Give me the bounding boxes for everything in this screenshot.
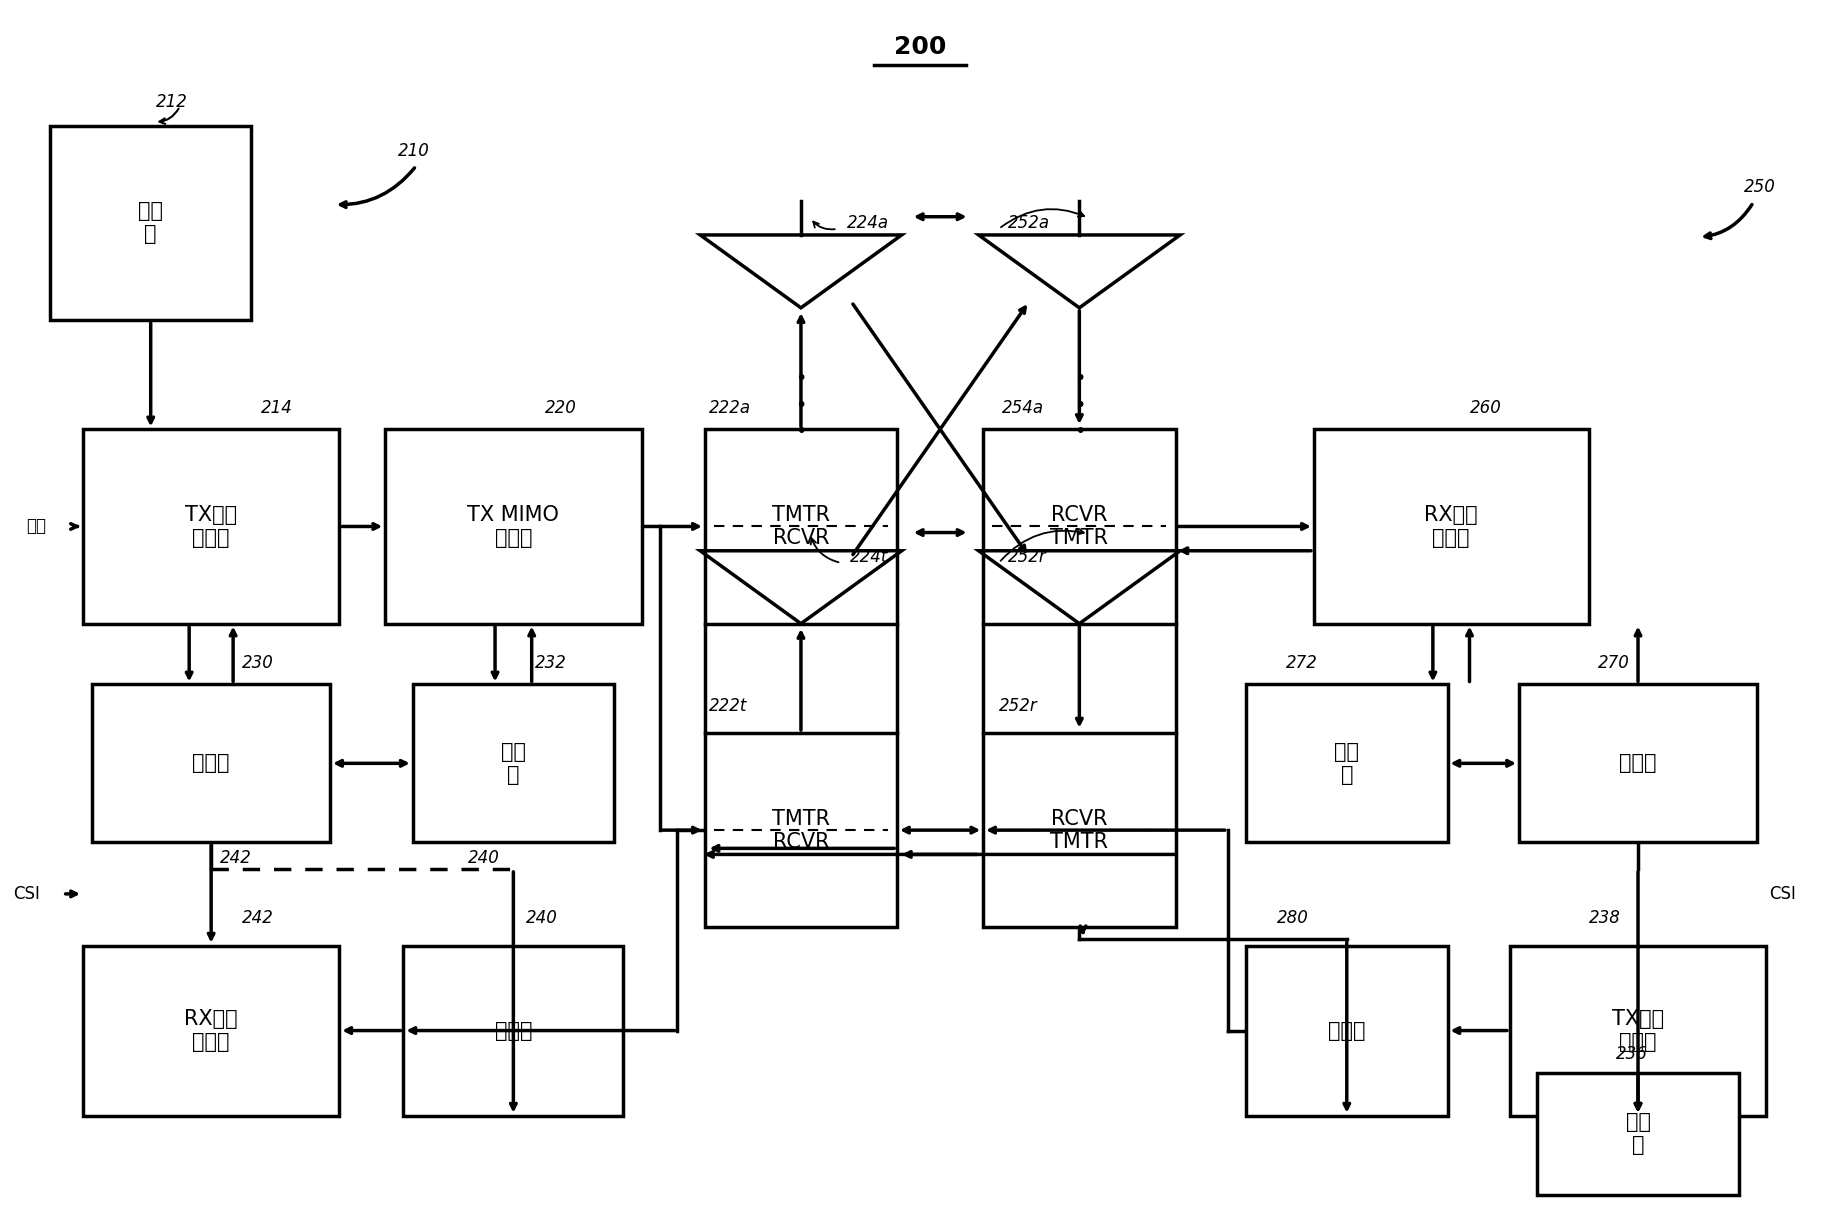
- Text: RX数据
处理器: RX数据 处理器: [1423, 505, 1477, 548]
- Text: RX数据
处理器: RX数据 处理器: [184, 1009, 237, 1052]
- Text: TX数据
处理器: TX数据 处理器: [1611, 1009, 1662, 1052]
- Bar: [982, 429, 1175, 624]
- Text: 242: 242: [243, 910, 274, 927]
- Text: 210: 210: [397, 142, 430, 160]
- Text: 222t: 222t: [710, 697, 747, 714]
- Bar: [1313, 429, 1587, 624]
- Text: TMTR
RCVR: TMTR RCVR: [772, 808, 829, 851]
- Bar: [92, 685, 329, 843]
- Text: 252r: 252r: [999, 697, 1037, 714]
- Text: 280: 280: [1276, 910, 1308, 927]
- Text: 254a: 254a: [1002, 399, 1045, 417]
- Text: 238: 238: [1587, 910, 1620, 927]
- Text: 260: 260: [1469, 399, 1501, 417]
- Text: 200: 200: [894, 34, 945, 59]
- Text: 处理器: 处理器: [1618, 753, 1655, 773]
- Bar: [50, 126, 252, 320]
- Bar: [384, 429, 642, 624]
- Bar: [704, 733, 897, 927]
- Text: 232: 232: [535, 654, 566, 673]
- Text: 242: 242: [221, 849, 252, 867]
- Bar: [83, 945, 338, 1115]
- Text: 240: 240: [467, 849, 498, 867]
- Text: 230: 230: [243, 654, 274, 673]
- Text: 数据
源: 数据 源: [1624, 1112, 1650, 1156]
- Text: 236: 236: [1615, 1046, 1648, 1063]
- Text: 222a: 222a: [710, 399, 750, 417]
- Text: CSI: CSI: [13, 885, 40, 903]
- Text: 解调器: 解调器: [495, 1020, 531, 1041]
- Text: 处理器: 处理器: [193, 753, 230, 773]
- Bar: [1536, 1073, 1738, 1195]
- Bar: [704, 429, 897, 624]
- Text: TX MIMO
处理器: TX MIMO 处理器: [467, 505, 559, 548]
- Bar: [403, 945, 623, 1115]
- Bar: [83, 429, 338, 624]
- Bar: [1519, 685, 1756, 843]
- Text: 220: 220: [544, 399, 576, 417]
- Text: RCVR
TMTR: RCVR TMTR: [1050, 808, 1107, 851]
- Text: 224t: 224t: [850, 548, 888, 566]
- Text: 存储
器: 存储 器: [1333, 741, 1359, 785]
- Text: 212: 212: [156, 93, 188, 111]
- Text: 导频: 导频: [26, 517, 46, 536]
- Bar: [1245, 945, 1447, 1115]
- Text: CSI: CSI: [1767, 885, 1795, 903]
- Text: RCVR
TMTR: RCVR TMTR: [1050, 505, 1107, 548]
- Text: 250: 250: [1743, 179, 1775, 197]
- Text: •
•
•: • • •: [1074, 369, 1085, 442]
- Bar: [412, 685, 614, 843]
- Bar: [1245, 685, 1447, 843]
- Text: 252a: 252a: [1008, 214, 1050, 232]
- Bar: [1510, 945, 1765, 1115]
- Text: 调制器: 调制器: [1328, 1020, 1365, 1041]
- Text: TX数据
处理器: TX数据 处理器: [186, 505, 237, 548]
- Text: TMTR
RCVR: TMTR RCVR: [772, 505, 829, 548]
- Text: 272: 272: [1285, 654, 1317, 673]
- Text: 252r: 252r: [1008, 548, 1046, 566]
- Text: •
•
•: • • •: [794, 369, 805, 442]
- Bar: [982, 733, 1175, 927]
- Text: 数据
源: 数据 源: [138, 202, 164, 245]
- Text: 214: 214: [261, 399, 292, 417]
- Text: 存储
器: 存储 器: [500, 741, 526, 785]
- Text: 240: 240: [526, 910, 557, 927]
- Text: 224a: 224a: [846, 214, 888, 232]
- Text: 270: 270: [1596, 654, 1629, 673]
